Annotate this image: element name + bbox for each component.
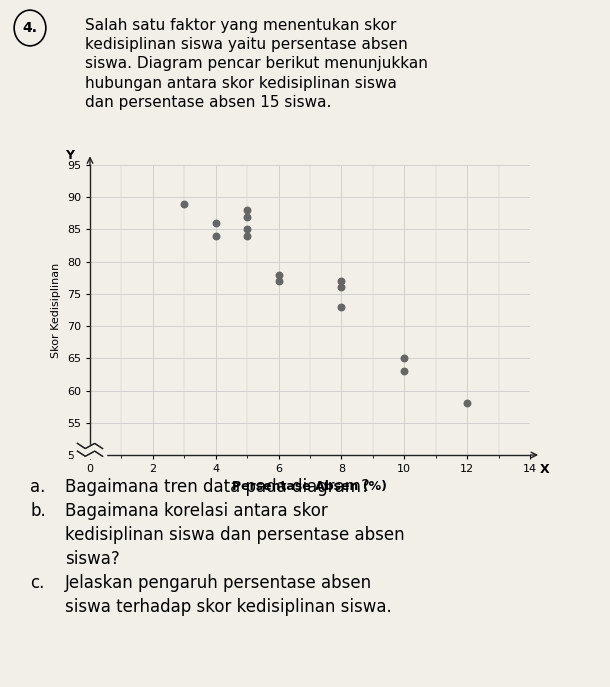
Point [242, 224, 252, 235]
Text: X: X [539, 463, 549, 475]
Text: Bagaimana korelasi antara skor: Bagaimana korelasi antara skor [65, 502, 328, 520]
Point [337, 275, 346, 286]
Bar [74, 445, 106, 458]
Point [242, 230, 252, 241]
Text: kedisiplinan siswa dan persentase absen: kedisiplinan siswa dan persentase absen [65, 526, 404, 544]
Text: Jelaskan pengaruh persentase absen: Jelaskan pengaruh persentase absen [65, 574, 372, 592]
Text: a.: a. [30, 478, 45, 496]
Point [211, 230, 221, 241]
Point [400, 353, 409, 364]
Y-axis label: Skor Kedisiplinan: Skor Kedisiplinan [51, 262, 61, 358]
Point [179, 198, 189, 209]
Point [337, 302, 346, 313]
Point [242, 205, 252, 216]
Text: siswa terhadap skor kedisiplinan siswa.: siswa terhadap skor kedisiplinan siswa. [65, 598, 392, 616]
Point [242, 211, 252, 222]
Text: Salah satu faktor yang menentukan skor
kedisiplinan siswa yaitu persentase absen: Salah satu faktor yang menentukan skor k… [85, 18, 428, 110]
Point [337, 282, 346, 293]
Text: Bagaimana tren data pada diagram?: Bagaimana tren data pada diagram? [65, 478, 370, 496]
Point [462, 398, 472, 409]
Text: b.: b. [30, 502, 46, 520]
Point [211, 218, 221, 229]
X-axis label: Persentase Absen (%): Persentase Absen (%) [232, 480, 387, 493]
Text: c.: c. [30, 574, 45, 592]
Text: siswa?: siswa? [65, 550, 120, 568]
Text: 4.: 4. [23, 21, 37, 35]
Point [274, 275, 284, 286]
Text: Y: Y [65, 149, 74, 161]
Point [274, 269, 284, 280]
Point [400, 365, 409, 376]
